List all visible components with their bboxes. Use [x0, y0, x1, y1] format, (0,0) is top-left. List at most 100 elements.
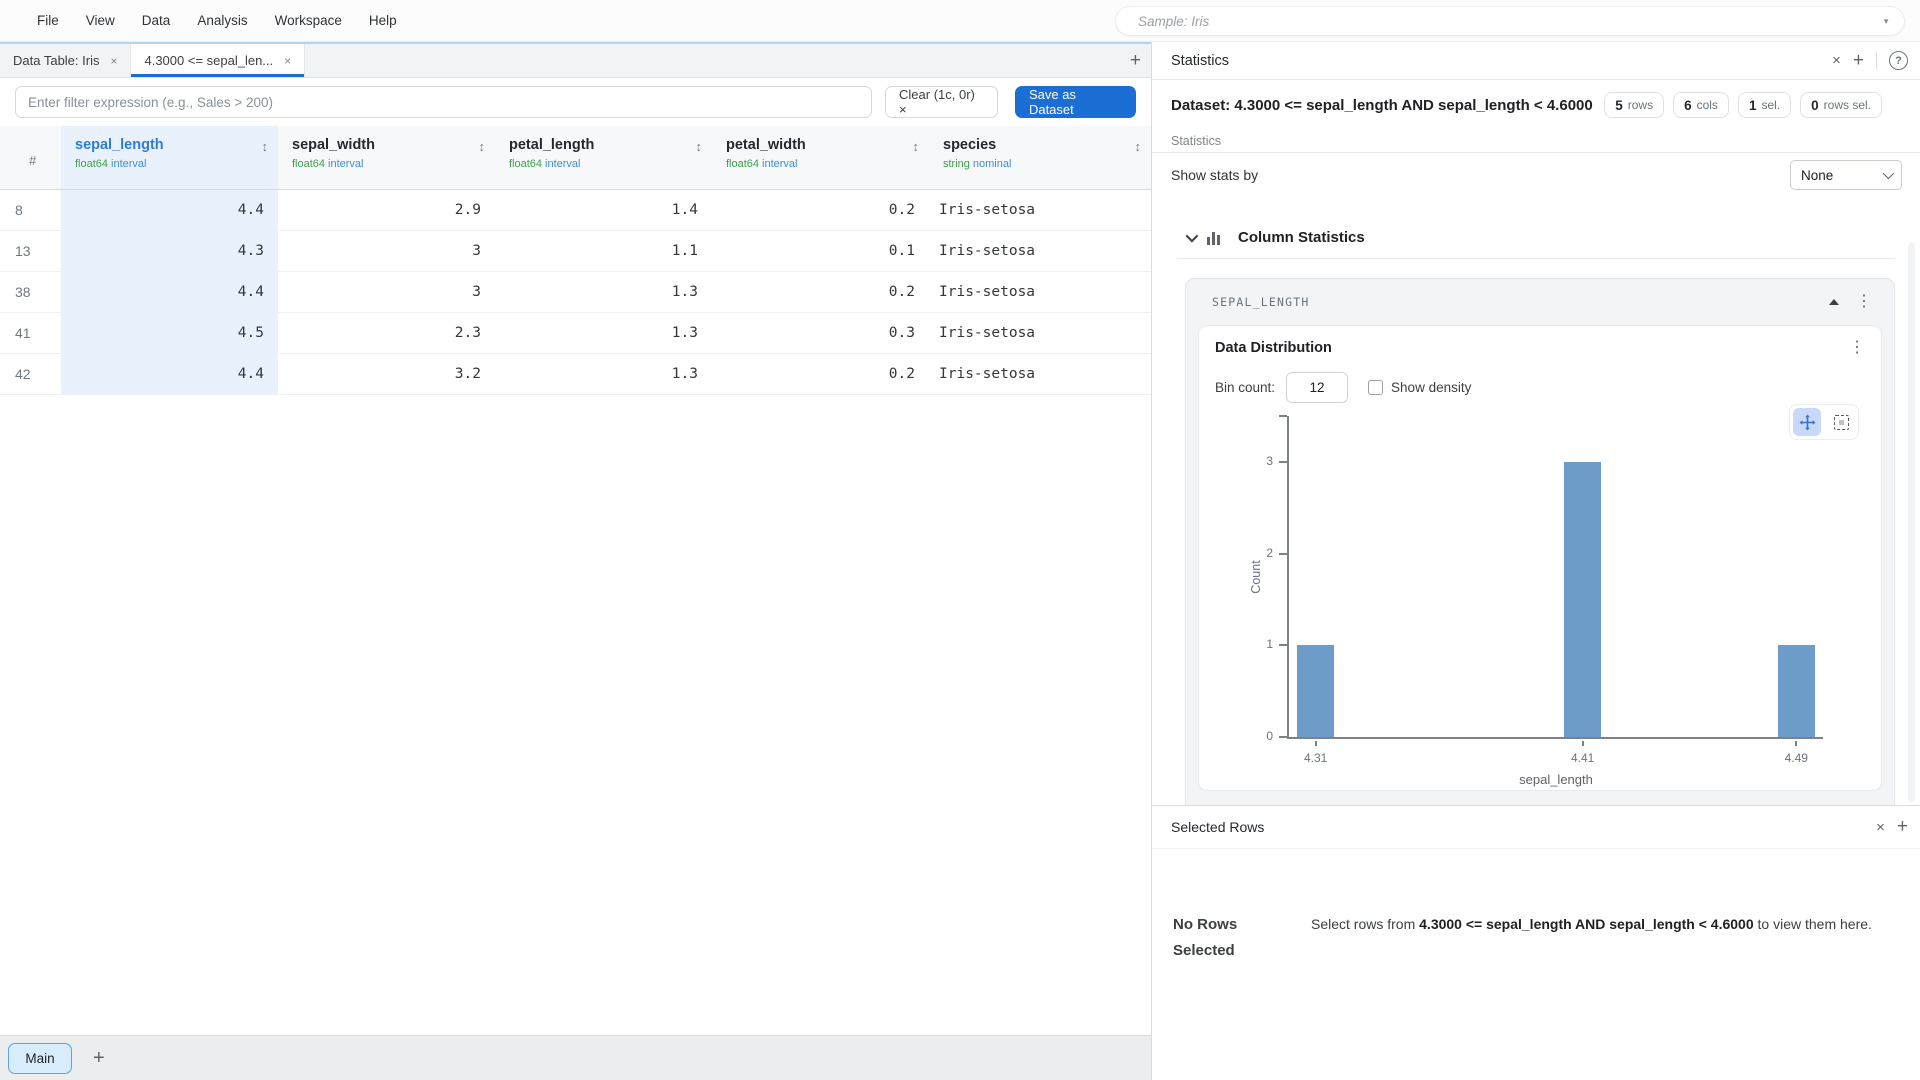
sort-icon[interactable]: ↕ [479, 139, 486, 154]
select-value: None [1801, 168, 1833, 183]
cell-petal-width[interactable]: 0.2 [712, 366, 929, 382]
close-icon[interactable]: × [110, 54, 117, 68]
cell-sepal-width[interactable]: 3.2 [278, 366, 495, 382]
save-as-dataset-button[interactable]: Save as Dataset [1015, 86, 1136, 118]
workspace-tab-main[interactable]: Main [8, 1043, 72, 1074]
workspace-tab-label: Main [25, 1051, 54, 1066]
add-tab-button[interactable]: + [1130, 44, 1141, 77]
sort-icon[interactable]: ↕ [1135, 139, 1142, 154]
menu-help[interactable]: Help [369, 13, 397, 28]
menu-view[interactable]: View [86, 13, 115, 28]
cell-petal-length[interactable]: 1.3 [495, 284, 712, 300]
menu-workspace[interactable]: Workspace [275, 13, 342, 28]
selected-rows-empty-state: No Rows Selected Select rows from 4.3000… [1152, 912, 1920, 964]
table-row[interactable]: 41 4.5 2.3 1.3 0.3 Iris-setosa [0, 313, 1151, 354]
cell-species[interactable]: Iris-setosa [929, 243, 1151, 259]
y-axis-tick [1279, 736, 1287, 738]
table-row[interactable]: 13 4.3 3 1.1 0.1 Iris-setosa [0, 231, 1151, 272]
column-header-sepal-width[interactable]: sepal_width float64interval ↕ [278, 126, 495, 189]
close-icon[interactable]: × [284, 54, 291, 68]
cell-sepal-width[interactable]: 2.9 [278, 202, 495, 218]
bin-count-input[interactable]: 12 [1286, 372, 1348, 403]
bin-count-label: Bin count: [1215, 380, 1275, 395]
column-header-sepal-length[interactable]: sepal_length float64interval ↕ [61, 126, 278, 189]
filter-bar: Enter filter expression (e.g., Sales > 2… [0, 78, 1151, 126]
cell-species[interactable]: Iris-setosa [929, 284, 1151, 300]
cell-sepal-width[interactable]: 3 [278, 284, 495, 300]
column-header-petal-width[interactable]: petal_width float64interval ↕ [712, 126, 929, 189]
column-card-header: SEPAL_LENGTH ⋮ [1198, 279, 1882, 325]
cols-badge: 6cols [1673, 92, 1729, 118]
table-row[interactable]: 38 4.4 3 1.3 0.2 Iris-setosa [0, 272, 1151, 313]
histogram-plot[interactable]: Count sepal_length 01234.314.414.49 [1287, 416, 1823, 739]
sort-icon[interactable]: ↕ [696, 139, 703, 154]
help-icon[interactable]: ? [1889, 51, 1908, 70]
y-axis-tick-label: 1 [1243, 637, 1273, 651]
menu-data[interactable]: Data [142, 13, 171, 28]
table-body: 8 4.4 2.9 1.4 0.2 Iris-setosa 13 4.3 3 1… [0, 190, 1151, 395]
column-header-petal-length[interactable]: petal_length float64interval ↕ [495, 126, 712, 189]
cell-petal-width[interactable]: 0.1 [712, 243, 929, 259]
cell-sepal-length[interactable]: 4.4 [61, 272, 278, 313]
tab-data-table-iris[interactable]: Data Table: Iris × [0, 44, 131, 77]
cell-petal-width[interactable]: 0.2 [712, 284, 929, 300]
menu-file[interactable]: File [37, 13, 59, 28]
cell-species[interactable]: Iris-setosa [929, 325, 1151, 341]
box-select-tool-button[interactable] [1827, 408, 1855, 436]
column-name: species [943, 137, 1137, 153]
column-name: petal_width [726, 137, 915, 153]
add-panel-icon[interactable]: + [1853, 50, 1864, 72]
no-rows-selected-description: Select rows from 4.3000 <= sepal_length … [1311, 912, 1872, 964]
dataset-title: Dataset: 4.3000 <= sepal_length AND sepa… [1171, 97, 1593, 114]
chevron-down-icon[interactable] [1186, 230, 1199, 243]
add-workspace-button[interactable]: + [93, 1047, 105, 1070]
collapse-icon[interactable] [1829, 299, 1839, 305]
cell-sepal-length[interactable]: 4.4 [61, 354, 278, 395]
tab-label: 4.3000 <= sepal_len... [144, 53, 273, 68]
x-axis-tick [1582, 741, 1584, 746]
selected-rows-panel: Selected Rows × + No Rows Selected Selec… [1152, 805, 1920, 1080]
cell-petal-length[interactable]: 1.4 [495, 202, 712, 218]
table-row[interactable]: 8 4.4 2.9 1.4 0.2 Iris-setosa [0, 190, 1151, 231]
cell-petal-length[interactable]: 1.1 [495, 243, 712, 259]
y-axis-tick [1279, 644, 1287, 646]
column-header-species[interactable]: species stringnominal ↕ [929, 126, 1151, 189]
tab-filtered-dataset[interactable]: 4.3000 <= sepal_len... × [131, 44, 305, 77]
sample-dataset-input[interactable]: Sample: Iris ▼ [1115, 6, 1905, 36]
filter-placeholder: Enter filter expression (e.g., Sales > 2… [28, 95, 273, 110]
cell-petal-length[interactable]: 1.3 [495, 366, 712, 382]
data-distribution-card: Data Distribution ⋮ Bin count: 12 Show d… [1198, 325, 1882, 791]
close-icon[interactable]: × [1832, 52, 1841, 69]
show-density-checkbox[interactable] [1368, 380, 1383, 395]
cell-sepal-length[interactable]: 4.3 [61, 231, 278, 272]
badge-label: rows sel. [1824, 98, 1871, 112]
sort-icon[interactable]: ↕ [913, 139, 920, 154]
scrollbar[interactable] [1908, 242, 1915, 802]
close-icon[interactable]: × [1876, 819, 1885, 836]
y-axis-tick [1279, 415, 1287, 417]
column-card-title: SEPAL_LENGTH [1212, 295, 1309, 309]
table-row[interactable]: 42 4.4 3.2 1.3 0.2 Iris-setosa [0, 354, 1151, 395]
cell-petal-length[interactable]: 1.3 [495, 325, 712, 341]
column-statistics-section-header[interactable]: Column Statistics [1152, 221, 1920, 254]
sample-dataset-placeholder: Sample: Iris [1138, 14, 1209, 29]
add-panel-icon[interactable]: + [1897, 816, 1908, 838]
cell-sepal-width[interactable]: 3 [278, 243, 495, 259]
cell-sepal-length[interactable]: 4.4 [61, 190, 278, 231]
kebab-menu-icon[interactable]: ⋮ [1856, 294, 1872, 310]
dropdown-caret-icon[interactable]: ▼ [1882, 17, 1890, 26]
cell-sepal-width[interactable]: 2.3 [278, 325, 495, 341]
clear-filter-button[interactable]: Clear (1c, 0r) × [885, 86, 998, 118]
show-stats-by-select[interactable]: None [1790, 160, 1902, 190]
sort-icon[interactable]: ↕ [262, 139, 269, 154]
menu-analysis[interactable]: Analysis [197, 13, 247, 28]
filter-expression-input[interactable]: Enter filter expression (e.g., Sales > 2… [15, 86, 872, 118]
cell-sepal-length[interactable]: 4.5 [61, 313, 278, 354]
cell-petal-width[interactable]: 0.3 [712, 325, 929, 341]
kebab-menu-icon[interactable]: ⋮ [1849, 340, 1865, 356]
cell-petal-width[interactable]: 0.2 [712, 202, 929, 218]
show-stats-by-row: Show stats by None [1152, 153, 1920, 197]
bin-count-value: 12 [1310, 380, 1325, 395]
cell-species[interactable]: Iris-setosa [929, 366, 1151, 382]
cell-species[interactable]: Iris-setosa [929, 202, 1151, 218]
